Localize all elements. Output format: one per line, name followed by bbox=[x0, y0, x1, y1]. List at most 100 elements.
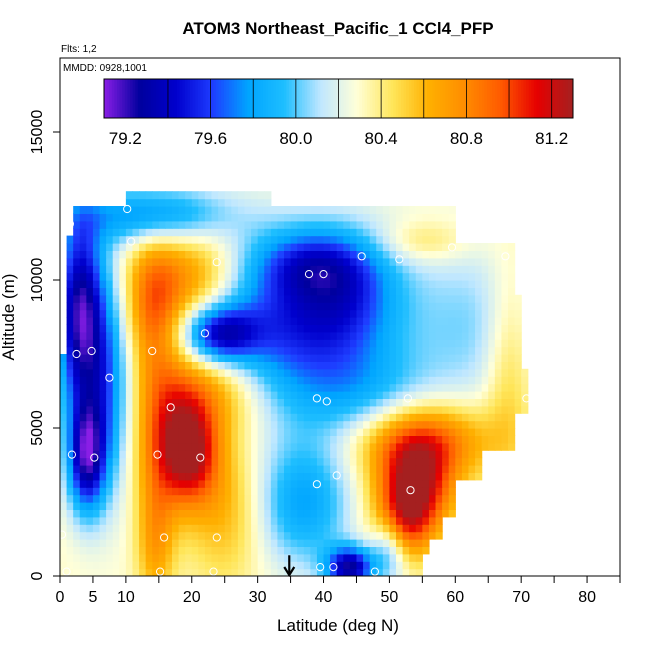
colorbar-swatch bbox=[218, 79, 222, 118]
heatmap-cell bbox=[79, 494, 87, 503]
heatmap-cell bbox=[106, 250, 114, 259]
heatmap-cell bbox=[211, 213, 219, 222]
heatmap-cell bbox=[73, 450, 81, 459]
heatmap-cell bbox=[211, 391, 219, 399]
heatmap-cell bbox=[178, 524, 186, 533]
heatmap-cell bbox=[112, 272, 120, 281]
heatmap-cell bbox=[369, 457, 377, 466]
heatmap-cell bbox=[112, 383, 120, 392]
heatmap-cell bbox=[356, 383, 364, 392]
heatmap-cell bbox=[112, 487, 120, 496]
colorbar-swatch bbox=[114, 79, 118, 118]
heatmap-cell bbox=[310, 561, 318, 570]
heatmap-cell bbox=[172, 553, 180, 562]
heatmap-cell bbox=[165, 479, 173, 488]
heatmap-cell bbox=[237, 465, 246, 473]
heatmap-cell bbox=[106, 516, 114, 525]
heatmap-cell bbox=[356, 398, 364, 407]
heatmap-cell bbox=[165, 450, 173, 459]
heatmap-cell bbox=[415, 346, 423, 355]
heatmap-cell bbox=[297, 368, 305, 377]
heatmap-cell bbox=[363, 465, 371, 473]
heatmap-cell bbox=[330, 243, 338, 251]
heatmap-cell bbox=[66, 539, 74, 547]
heatmap-cell bbox=[264, 465, 272, 473]
heatmap-cell bbox=[211, 457, 219, 466]
heatmap-cell bbox=[224, 331, 232, 340]
heatmap-cell bbox=[178, 420, 186, 429]
flight-track-marker bbox=[87, 346, 96, 356]
heatmap-cell bbox=[343, 457, 351, 466]
heatmap-cell bbox=[204, 257, 213, 266]
heatmap-cell bbox=[106, 213, 114, 222]
heatmap-cell bbox=[363, 250, 371, 259]
colorbar-tick-label: 80.8 bbox=[450, 129, 483, 148]
heatmap-cell bbox=[119, 354, 127, 362]
heatmap-cell bbox=[396, 494, 404, 503]
heatmap-cell bbox=[152, 442, 160, 451]
heatmap-cell bbox=[132, 516, 140, 525]
heatmap-cell bbox=[251, 206, 259, 214]
heatmap-cell bbox=[508, 294, 516, 303]
heatmap-cell bbox=[389, 376, 397, 385]
heatmap-cell bbox=[60, 546, 68, 555]
heatmap-cell bbox=[244, 502, 252, 510]
heatmap-cell bbox=[224, 479, 232, 488]
heatmap-cell bbox=[165, 546, 173, 555]
heatmap-cell bbox=[152, 457, 160, 466]
heatmap-cell bbox=[145, 206, 153, 214]
heatmap-cell bbox=[257, 568, 265, 576]
heatmap-cell bbox=[172, 442, 180, 451]
heatmap-cell bbox=[237, 287, 246, 296]
heatmap-cell bbox=[158, 191, 167, 200]
heatmap-cell bbox=[204, 294, 213, 303]
heatmap-cell bbox=[435, 206, 443, 214]
heatmap-cell bbox=[244, 457, 252, 466]
heatmap-cell bbox=[185, 243, 193, 251]
heatmap-cell bbox=[336, 243, 344, 251]
heatmap-cell bbox=[428, 309, 437, 318]
heatmap-cell bbox=[442, 206, 450, 214]
heatmap-cell bbox=[330, 317, 338, 325]
heatmap-cell bbox=[461, 272, 470, 281]
colorbar-swatch bbox=[513, 79, 517, 118]
heatmap-cell bbox=[303, 317, 311, 325]
heatmap-cell bbox=[66, 524, 74, 533]
heatmap-cell bbox=[428, 435, 437, 444]
heatmap-cell bbox=[297, 502, 305, 510]
heatmap-cell bbox=[422, 398, 430, 407]
heatmap-cell bbox=[112, 561, 120, 570]
heatmap-cell bbox=[79, 405, 87, 414]
heatmap-cell bbox=[435, 472, 443, 481]
heatmap-cell bbox=[251, 361, 259, 370]
heatmap-cell bbox=[112, 220, 120, 229]
heatmap-cell bbox=[382, 368, 391, 377]
heatmap-cell bbox=[99, 435, 107, 444]
heatmap-cell bbox=[349, 331, 358, 340]
heatmap-cell bbox=[119, 457, 127, 466]
heatmap-cell bbox=[125, 509, 134, 518]
heatmap-cell bbox=[224, 243, 232, 251]
heatmap-cell bbox=[270, 450, 279, 459]
heatmap-cell bbox=[172, 243, 180, 251]
heatmap-cell bbox=[488, 420, 496, 429]
heatmap-cell bbox=[112, 553, 120, 562]
heatmap-cell bbox=[409, 553, 417, 562]
heatmap-cell bbox=[310, 257, 318, 266]
heatmap-cell bbox=[158, 235, 167, 244]
heatmap-cell bbox=[455, 243, 463, 251]
heatmap-cell bbox=[488, 361, 496, 370]
heatmap-cell bbox=[92, 465, 101, 473]
heatmap-cell bbox=[316, 398, 325, 407]
heatmap-cell bbox=[284, 294, 292, 303]
heatmap-cell bbox=[178, 516, 186, 525]
heatmap-cell bbox=[60, 391, 68, 399]
heatmap-cell bbox=[297, 361, 305, 370]
heatmap-cell bbox=[323, 383, 331, 392]
heatmap-cell bbox=[66, 398, 74, 407]
heatmap-cell bbox=[270, 331, 279, 340]
heatmap-cell bbox=[349, 235, 358, 244]
heatmap-cell bbox=[152, 479, 160, 488]
heatmap-cell bbox=[224, 198, 232, 207]
heatmap-cell bbox=[79, 472, 87, 481]
